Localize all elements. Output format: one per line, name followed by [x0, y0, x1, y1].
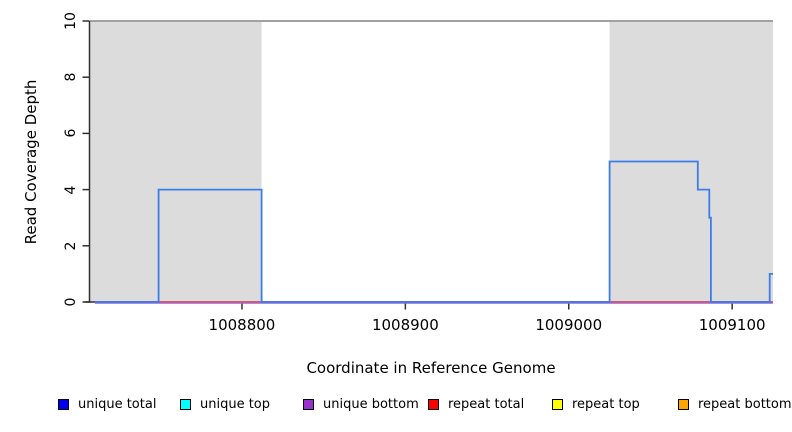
y-tick-label: 2 — [63, 241, 79, 251]
x-axis-title: Coordinate in Reference Genome — [306, 359, 556, 377]
y-axis-title: Read Coverage Depth — [22, 79, 40, 245]
legend-item-unique-bottom: unique bottom — [303, 397, 419, 412]
legend-item-repeat-total: repeat total — [428, 397, 524, 412]
unique-bottom-swatch-icon — [303, 399, 314, 410]
x-tick-label: 1009100 — [698, 316, 766, 334]
coverage-line — [94, 160, 773, 303]
repeat-total-swatch-icon — [428, 399, 439, 410]
legend-label: repeat top — [572, 397, 640, 412]
y-tick-label: 6 — [63, 128, 79, 138]
x-tick-label: 1008900 — [371, 316, 439, 334]
y-tick-label: 0 — [63, 297, 79, 307]
unique-total-swatch-icon — [58, 399, 69, 410]
legend-label: unique top — [200, 397, 271, 412]
repeat-top-swatch-icon — [552, 399, 563, 410]
legend-label: unique bottom — [323, 397, 419, 412]
legend-label: repeat bottom — [698, 397, 792, 412]
y-tick-label: 4 — [63, 185, 79, 195]
legend-label: repeat total — [448, 397, 525, 412]
repeat-bottom-swatch-icon — [678, 399, 689, 410]
x-tick-label: 1009000 — [535, 316, 603, 334]
unique-top-swatch-icon — [180, 399, 191, 410]
repeat-region-left — [90, 21, 262, 302]
legend-item-unique-total: unique total — [58, 397, 156, 412]
legend-item-repeat-bottom: repeat bottom — [678, 397, 792, 412]
legend-item-unique-top: unique top — [180, 397, 270, 412]
legend-item-repeat-top: repeat top — [552, 397, 640, 412]
y-tick-label: 10 — [63, 12, 79, 30]
y-tick-label: 8 — [63, 72, 79, 82]
x-tick-label: 1008800 — [208, 316, 276, 334]
legend-label: unique total — [78, 397, 157, 412]
